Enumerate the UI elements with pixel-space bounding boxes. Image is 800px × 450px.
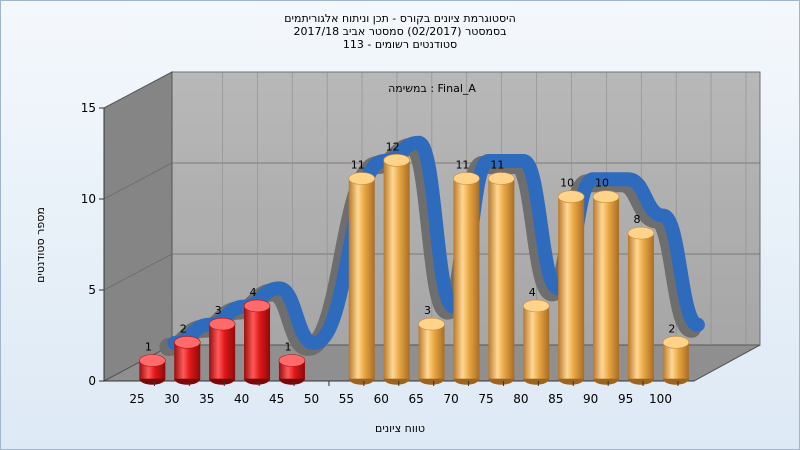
bar-55: 11 <box>348 159 376 385</box>
x-tick-label: 65 <box>409 392 424 406</box>
bar-top <box>243 299 271 313</box>
bar-value-label: 11 <box>490 159 504 172</box>
x-tick-label: 25 <box>129 392 144 406</box>
x-tick-label: 55 <box>339 392 354 406</box>
bar-body <box>453 178 480 379</box>
bar-25: 1 <box>139 341 166 385</box>
bar-top <box>208 317 236 331</box>
bar-100: 2 <box>662 322 690 385</box>
bar-top <box>557 190 585 203</box>
x-axis-title: טווח ציונים <box>375 422 425 435</box>
bar-body <box>418 324 445 379</box>
bar-95: 8 <box>627 213 655 385</box>
y-axis-title: מספר סטודנטים <box>34 207 47 283</box>
left-wall <box>103 71 173 382</box>
bar-value-label: 8 <box>633 213 640 226</box>
bar-30: 2 <box>173 322 201 385</box>
gridline-side <box>103 253 173 291</box>
bar-value-label: 4 <box>250 286 257 299</box>
x-tick-label: 70 <box>443 392 458 406</box>
y-tick-label: 5 <box>88 283 96 297</box>
bar-value-label: 11 <box>455 159 469 172</box>
bar-value-label: 11 <box>351 159 365 172</box>
x-tick-label: 75 <box>478 392 493 406</box>
x-tick-label: 80 <box>513 392 528 406</box>
chart-annotation: במשימה : Final_A <box>388 82 476 95</box>
bar-75: 11 <box>488 159 515 385</box>
bar-value-label: 1 <box>284 341 291 354</box>
bar-value-label: 4 <box>529 286 536 299</box>
chart-title: היסטוגרמת ציונים בקורס - תכן וניתוח אלגו… <box>284 12 516 25</box>
x-tick-label: 95 <box>618 392 633 406</box>
bar-top <box>418 317 445 331</box>
bar-top <box>278 354 306 367</box>
bar-value-label: 2 <box>668 322 675 335</box>
bar-value-label: 3 <box>215 304 222 317</box>
bar-top <box>592 190 620 203</box>
bar-35: 3 <box>208 304 236 385</box>
bar-top <box>522 299 550 313</box>
bar-body <box>244 305 271 379</box>
chart-subtitle-semester: בסמסטר (02/2017) סמסטר אביב 2017/18 <box>293 25 507 38</box>
chart-subtitle-students: סטודנטים רשומים - 113 <box>342 38 458 51</box>
x-tick-label: 100 <box>649 392 672 406</box>
bar-60: 12 <box>383 140 410 385</box>
bar-top <box>139 354 166 367</box>
bar-top <box>173 335 201 349</box>
bar-body <box>488 178 515 379</box>
y-tick-label: 10 <box>81 192 96 206</box>
bar-body <box>627 233 654 379</box>
bar-body <box>209 324 236 379</box>
bar-body <box>558 196 585 379</box>
bar-top <box>453 172 480 185</box>
gridline-side <box>103 162 173 200</box>
bar-top <box>488 172 515 185</box>
bar-top <box>348 172 376 185</box>
bar-80: 4 <box>522 286 550 385</box>
x-axis-ticks: 25 30 35 40 45 50 55 60 65 70 75 80 85 90 95 100 <box>129 381 679 406</box>
x-tick-label: 40 <box>234 392 249 406</box>
x-tick-label: 35 <box>199 392 214 406</box>
bar-top <box>383 154 410 167</box>
bar-40: 4 <box>243 286 271 385</box>
x-tick-label: 85 <box>548 392 563 406</box>
bar-value-label: 10 <box>595 177 609 190</box>
y-tick-label: 0 <box>88 374 96 388</box>
bar-body <box>593 196 620 379</box>
bar-45: 1 <box>278 341 306 385</box>
bar-70: 11 <box>453 159 480 385</box>
bar-top <box>662 335 690 349</box>
bar-65: 3 <box>418 304 445 385</box>
bar-top <box>627 226 655 240</box>
x-tick-label: 90 <box>583 392 598 406</box>
bar-body <box>348 178 375 379</box>
x-tick-label: 45 <box>269 392 284 406</box>
x-tick-label: 50 <box>304 392 319 406</box>
bar-body <box>383 160 410 379</box>
x-tick-label: 30 <box>164 392 179 406</box>
bar-value-label: 12 <box>386 140 400 153</box>
x-tick-label: 60 <box>374 392 389 406</box>
y-axis-ticks: 0 5 10 15 <box>81 101 104 388</box>
y-tick-label: 15 <box>81 101 96 115</box>
bar-body <box>523 305 550 379</box>
bar-85: 10 <box>557 177 585 385</box>
bar-value-label: 2 <box>180 322 187 335</box>
bar-value-label: 10 <box>560 177 574 190</box>
bar-value-label: 1 <box>145 341 152 354</box>
bar-value-label: 3 <box>424 304 431 317</box>
bar-90: 10 <box>592 177 620 385</box>
